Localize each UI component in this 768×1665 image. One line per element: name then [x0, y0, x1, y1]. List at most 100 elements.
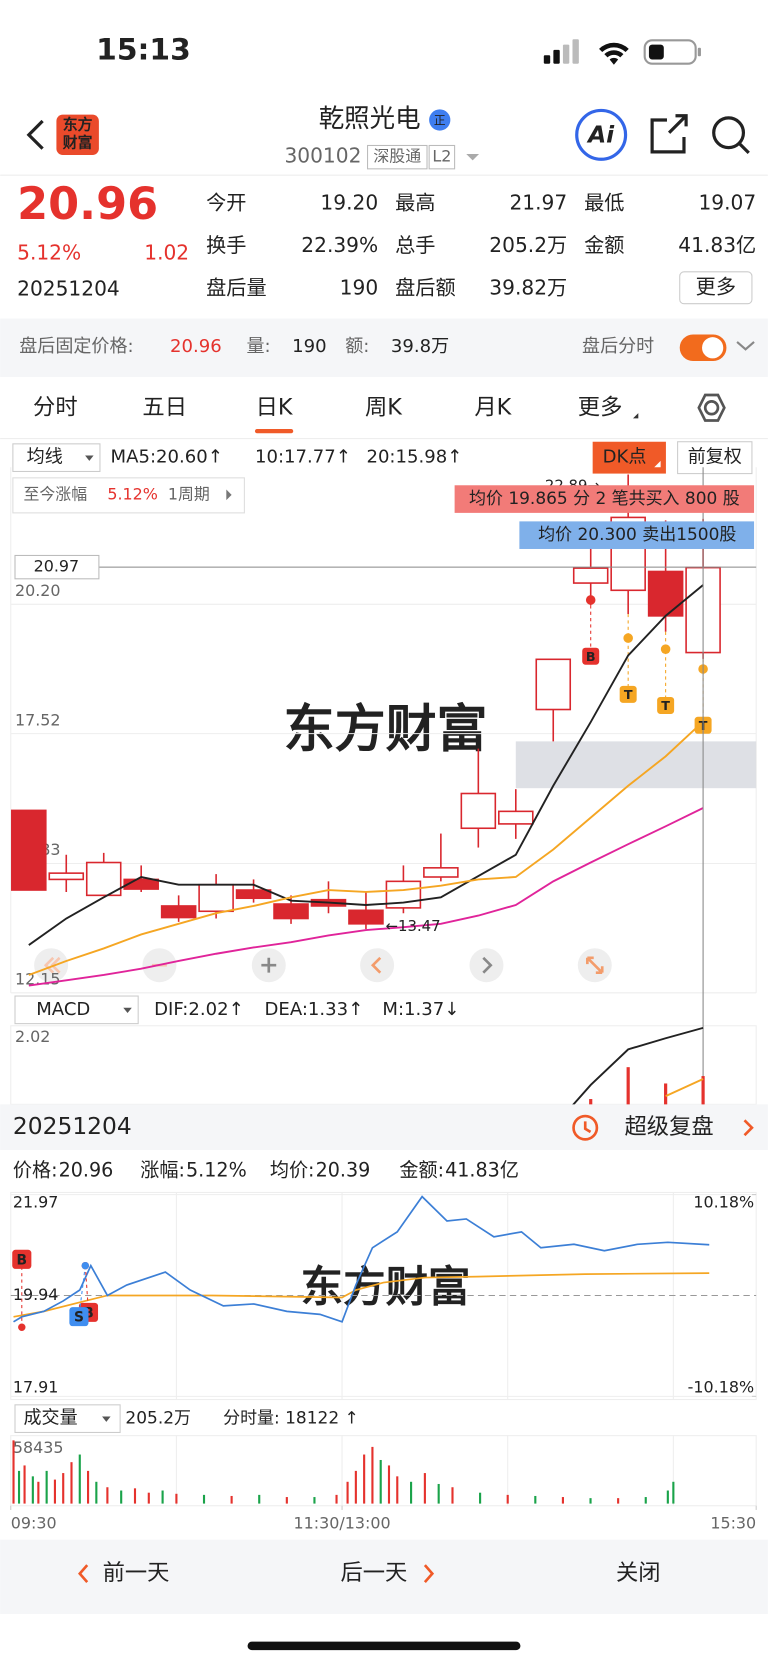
field-label: 最低 [584, 190, 624, 214]
field-label: 金额 [584, 233, 624, 257]
dropdown[interactable] [466, 153, 480, 161]
volume-bar [147, 1492, 150, 1504]
more-button-label[interactable]: 更多 [696, 274, 736, 298]
candle-body [647, 570, 684, 617]
volume-bar [53, 1479, 56, 1504]
trade-point [623, 633, 633, 643]
note-text: 均价 20.300 卖出1500股 [538, 525, 736, 545]
dropdown [633, 413, 639, 419]
volume-bar [31, 1476, 34, 1504]
volume-bar [423, 1473, 426, 1504]
ai-button[interactable] [575, 108, 628, 161]
ma-label: 20:15.98↑ [366, 447, 462, 468]
field-value: 19.07 [698, 190, 756, 214]
ma-label: MA5:20.60↑ [111, 447, 223, 468]
tab[interactable]: 五日 [142, 394, 187, 420]
candle-body [11, 809, 47, 891]
trade-label: T [661, 699, 670, 714]
ma-label: 10:17.77↑ [255, 447, 351, 468]
macd-bar [664, 1083, 668, 1105]
tab[interactable]: 分时 [33, 394, 78, 420]
info-value: 20.96 [59, 1159, 114, 1182]
back-button[interactable] [26, 119, 44, 150]
field-value: 41.83亿 [678, 233, 756, 257]
volume-bar [12, 1440, 15, 1504]
next-day[interactable]: 后一天 [340, 1560, 407, 1586]
volume-bar [534, 1495, 537, 1504]
volume-bar [285, 1497, 288, 1504]
volume-bar [410, 1481, 413, 1504]
macd-bar [701, 1076, 705, 1105]
crosshair-label: 20.97 [34, 557, 80, 576]
trade-badge [619, 685, 637, 703]
trade-label: B [586, 650, 596, 665]
tab[interactable]: 月K [474, 394, 512, 420]
info-label: 涨幅: [140, 1159, 185, 1182]
chevron[interactable] [736, 341, 755, 351]
y-tick-label: 19.94 [13, 1285, 59, 1304]
replay-icon[interactable] [572, 1114, 599, 1141]
indicator-select[interactable] [12, 443, 101, 472]
watermark: 东方财富 [284, 701, 488, 760]
tab[interactable]: 更多 [578, 394, 623, 420]
volume-bar [202, 1494, 206, 1504]
info-label: 价格: [13, 1159, 58, 1182]
chart-nav-icons[interactable] [43, 956, 604, 974]
candle-body [160, 905, 197, 919]
tab[interactable]: 日K [256, 394, 294, 420]
volume-frame [10, 1435, 757, 1507]
tag-box [428, 144, 456, 170]
y-tick-label: 20.20 [15, 581, 61, 600]
y-tick-label: 2.02 [15, 1027, 50, 1046]
chevron[interactable] [743, 1119, 754, 1137]
watermark: 东方财富 [301, 1264, 471, 1313]
info-value: 41.83亿 [445, 1159, 519, 1182]
replay-label[interactable]: 超级复盘 [625, 1114, 714, 1140]
candle-body [123, 878, 159, 890]
dk-label[interactable]: DK点 [603, 447, 647, 468]
field-label: 盘后量 [206, 275, 266, 299]
more-button[interactable] [679, 271, 753, 305]
volume-bar [346, 1481, 349, 1504]
field-value: 190 [340, 275, 378, 299]
dk-button[interactable] [592, 441, 666, 474]
volume-bar [70, 1462, 73, 1504]
intraday-date: 20251204 [13, 1112, 132, 1140]
range-box[interactable] [12, 477, 245, 514]
volume-bar [86, 1470, 90, 1504]
macd-select[interactable] [14, 995, 139, 1025]
volume-bar [106, 1487, 109, 1504]
tab[interactable]: 周K [365, 394, 403, 420]
logo-text: 财富 [63, 133, 93, 151]
volume-bar [37, 1481, 40, 1504]
field-value: 205.2万 [489, 233, 567, 257]
volume-bar [396, 1476, 399, 1504]
volume-bar [371, 1446, 374, 1504]
volume-bar [133, 1488, 137, 1504]
volume-bar [379, 1459, 382, 1504]
trade-point [660, 644, 671, 654]
adjust-button[interactable] [677, 441, 753, 475]
search-button[interactable] [712, 116, 750, 155]
adjust-label[interactable]: 前复权 [688, 447, 742, 468]
trade-label: B [17, 1252, 28, 1268]
ma-line [28, 807, 704, 987]
volume-bar [45, 1470, 48, 1504]
prev-day[interactable]: 前一天 [103, 1560, 170, 1586]
settings-button[interactable] [697, 393, 726, 422]
badge-bg [429, 109, 451, 131]
volume-select[interactable] [14, 1404, 121, 1433]
range-value: 5.12% [107, 484, 158, 503]
close-button[interactable]: 关闭 [616, 1560, 661, 1586]
volume-bar [506, 1494, 509, 1504]
change: 1.02 [144, 240, 189, 264]
logo-text: 东方 [63, 115, 93, 133]
ai-label[interactable]: Ai [586, 120, 615, 148]
share-button[interactable] [650, 114, 688, 154]
field-value: 39.82万 [489, 275, 567, 299]
volume-bar [387, 1465, 391, 1504]
tag-box [367, 144, 428, 170]
price-line [13, 1195, 710, 1323]
macd-line [572, 1026, 704, 1105]
